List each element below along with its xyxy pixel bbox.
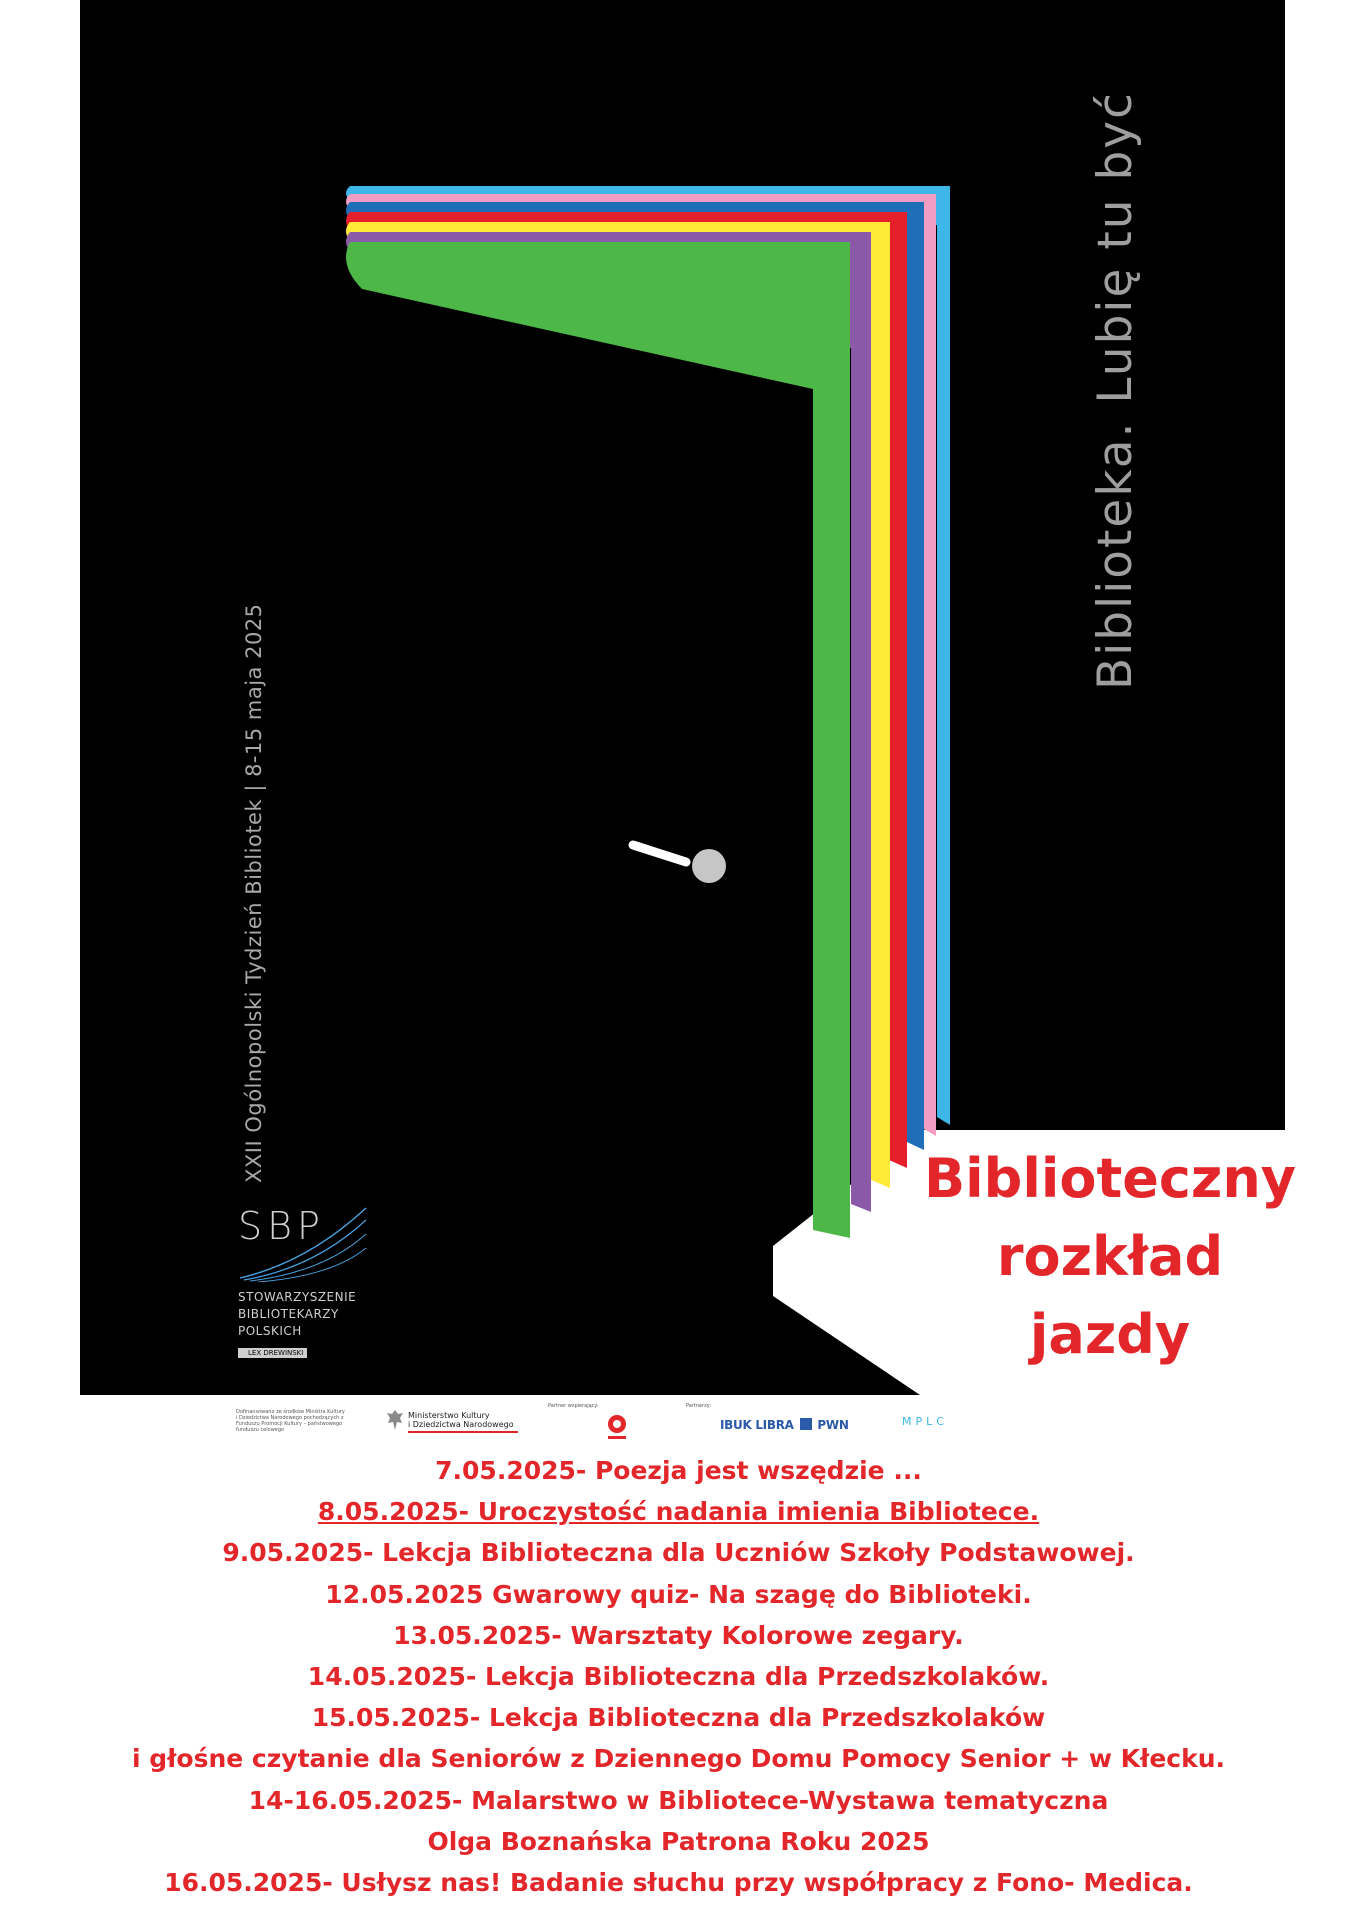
ibuk-libra-text: IBUK LIBRA	[720, 1418, 794, 1432]
sbp-name-line: STOWARZYSZENIE	[238, 1290, 357, 1304]
schedule-item: 15.05.2025- Lekcja Biblioteczna dla Prze…	[311, 1703, 1046, 1733]
partner-logos-strip: Dofinansowano ze środków Ministra Kultur…	[236, 1403, 956, 1449]
supporting-partner-label: Partner wspierający:	[548, 1403, 599, 1409]
book-page-stripe	[346, 242, 850, 1238]
ministry-line: i Dziedzictwa Narodowego	[408, 1420, 514, 1429]
schedule-item: 12.05.2025 Gwarowy quiz- Na szagę do Bib…	[325, 1579, 1032, 1609]
cofinancing-note: Dofinansowano ze środków Ministra Kultur…	[236, 1409, 345, 1433]
ministry-line: Ministerstwo Kultury	[408, 1411, 490, 1420]
door-floor-light	[773, 1130, 1285, 1395]
pwn-mark-icon	[799, 1418, 812, 1430]
poster-slogan: Biblioteka. Lubię tu być	[1088, 91, 1143, 690]
headline-line: jazdy	[1029, 1303, 1191, 1366]
ibuk-libra-pwn-logo: IBUK LIBRA PWN	[720, 1418, 849, 1432]
schedule-item: 14.05.2025- Lekcja Biblioteczna dla Prze…	[307, 1662, 1050, 1692]
headline-line: Biblioteczny	[924, 1147, 1296, 1210]
supporting-partner-logo-icon	[608, 1415, 626, 1439]
poster-background	[80, 0, 1285, 1395]
designer-credit: LEX DREWINSKI	[238, 1348, 308, 1358]
pwn-text: PWN	[817, 1418, 849, 1432]
schedule-item: 14-16.05.2025- Malarstwo w Bibliotece-Wy…	[248, 1785, 1109, 1815]
partners-label: Partnerzy:	[686, 1403, 712, 1409]
sbp-letters: SBP	[238, 1204, 325, 1248]
sbp-swoosh-icon	[239, 1207, 367, 1282]
door-handle-icon	[628, 840, 726, 883]
poster-artwork	[80, 0, 1285, 1395]
schedule-item: 13.05.2025- Warsztaty Kolorowe zegary.	[393, 1620, 964, 1650]
sbp-logo: SBP STOWARZYSZENIE BIBLIOTEKARZY POLSKIC…	[238, 1202, 368, 1362]
event-schedule: 7.05.2025- Poezja jest wszędzie ... 8.05…	[0, 1450, 1357, 1903]
sbp-name-line: BIBLIOTEKARZY	[238, 1307, 339, 1321]
headline-line: rozkład	[996, 1225, 1224, 1288]
schedule-item: Olga Boznańska Patrona Roku 2025	[427, 1826, 930, 1856]
poster: Biblioteka. Lubię tu być XXII Ogólnopols…	[80, 0, 1285, 1395]
schedule-item: 8.05.2025- Uroczystość nadania imienia B…	[317, 1497, 1040, 1527]
schedule-item: 16.05.2025- Usłysz nas! Badanie słuchu p…	[164, 1868, 1193, 1898]
event-date-line: XXII Ogólnopolski Tydzień Bibliotek | 8-…	[242, 603, 266, 1183]
schedule-item: 7.05.2025- Poezja jest wszędzie ...	[435, 1456, 922, 1485]
mplc-logo: MPLC	[902, 1415, 948, 1428]
schedule-item: 9.05.2025- Lekcja Biblioteczna dla Uczni…	[222, 1538, 1135, 1568]
headline: Biblioteczny rozkład jazdy	[870, 1140, 1350, 1374]
schedule-item: i głośne czytanie dla Seniorów z Dzienne…	[131, 1744, 1226, 1774]
sbp-name-line: POLSKICH	[238, 1324, 302, 1338]
ministry-logo-text: Ministerstwo Kultury i Dziedzictwa Narod…	[408, 1411, 518, 1433]
rainbow-book-pages	[346, 186, 950, 1238]
eagle-emblem-icon	[387, 1410, 403, 1430]
